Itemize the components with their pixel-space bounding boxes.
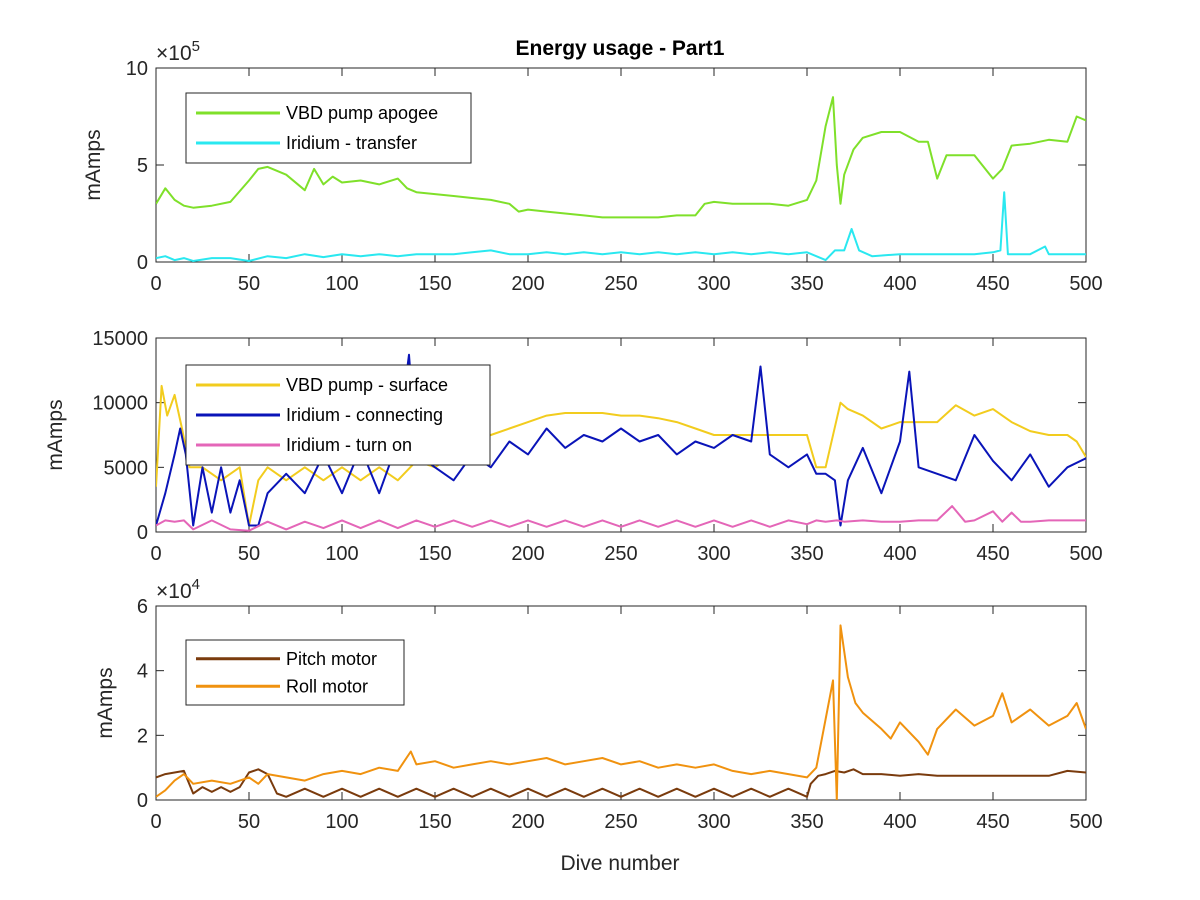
x-tick-label: 450 [976,273,1009,295]
legend-label: Iridium - transfer [286,133,417,153]
x-tick-label: 350 [790,811,823,833]
x-tick-label: 450 [976,811,1009,833]
x-tick-label: 250 [604,273,637,295]
chart-panel-3: 0 50 100 150 200 250 300 350 400 450 500 0 2 4 6 ×104 mA… [94,576,1103,833]
x-tick-label: 200 [511,543,544,565]
x-tick-label: 100 [325,543,358,565]
x-tick-label: 300 [697,273,730,295]
x-tick-label: 300 [697,543,730,565]
x-tick-label: 350 [790,273,823,295]
series-line-pitch-motor [156,768,1086,798]
x-tick-label: 400 [883,273,916,295]
legend-box [185,639,405,706]
y-axis-label: mAmps [44,399,67,470]
x-tick-label: 400 [883,543,916,565]
y-axis-label: mAmps [82,129,105,200]
legend-label: Iridium - turn on [286,435,412,455]
y-exponent-label: ×105 [156,38,200,65]
x-tick-label: 450 [976,543,1009,565]
x-tick-label: 50 [238,811,260,833]
figure-title: Energy usage - Part1 [516,37,725,60]
legend-label: VBD pump - surface [286,375,448,395]
x-tick-label: 100 [325,273,358,295]
y-tick-label: 2 [137,725,148,747]
x-tick-label: 500 [1069,543,1102,565]
y-tick-label: 10 [126,58,148,80]
chart-panels: 0 50 100 150 200 250 300 350 400 450 5000510×105mA… [44,38,1103,833]
chart-panel-2: 0 50 100 150 200 250 300 350 400 450 5000500010000… [44,328,1103,565]
x-tick-label: 300 [697,811,730,833]
legend: VBD pump - surface Iridium - connecting Ir… [185,364,491,466]
x-tick-label: 0 [150,273,161,295]
x-tick-label: 500 [1069,811,1102,833]
x-tick-label: 350 [790,543,823,565]
y-tick-label: 5000 [104,457,149,479]
y-tick-label: 10000 [92,393,148,415]
series-line-iridium-connecting [156,353,1086,527]
x-tick-label: 500 [1069,273,1102,295]
x-tick-label: 150 [418,273,451,295]
x-tick-label: 50 [238,543,260,565]
legend: VBD pump apogee Iridium - transfer [185,92,472,164]
x-tick-label: 0 [150,811,161,833]
legend: Pitch motor Roll motor [185,639,405,706]
y-tick-label: 4 [137,661,148,683]
legend-label: Pitch motor [286,649,377,669]
x-tick-label: 50 [238,273,260,295]
legend-label: Roll motor [286,676,368,696]
series-line-iridium-turn-on [156,505,1086,532]
y-exponent-label: ×104 [156,576,200,603]
legend-label: Iridium - connecting [286,405,443,425]
x-tick-label: 250 [604,811,637,833]
x-tick-label: 400 [883,811,916,833]
figure-xlabel: Dive number [560,852,679,875]
y-tick-label: 15000 [92,328,148,350]
series-line-iridium-transfer [156,191,1086,262]
y-tick-label: 0 [137,790,148,812]
x-tick-label: 150 [418,811,451,833]
x-tick-label: 250 [604,543,637,565]
x-tick-label: 200 [511,273,544,295]
y-tick-label: 0 [137,252,148,274]
y-tick-label: 6 [137,596,148,618]
legend-label: VBD pump apogee [286,103,438,123]
y-axis-label: mAmps [94,667,117,738]
x-tick-label: 200 [511,811,544,833]
series-line-roll-motor [156,624,1086,800]
y-tick-label: 5 [137,155,148,177]
y-tick-label: 0 [137,522,148,544]
chart-panel-1: 0 50 100 150 200 250 300 350 400 450 500 0 5 10 ×105 mA… [82,38,1103,295]
series-line-vbd-pump-surface [156,384,1086,527]
x-tick-label: 100 [325,811,358,833]
series-line-vbd-pump-apogee [156,96,1086,219]
x-tick-label: 150 [418,543,451,565]
legend-box [185,92,472,164]
x-tick-label: 0 [150,543,161,565]
